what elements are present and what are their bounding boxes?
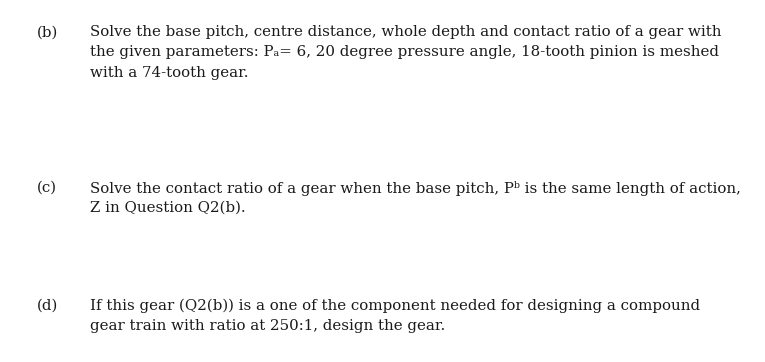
Text: gear train with ratio at 250:1, design the gear.: gear train with ratio at 250:1, design t… — [90, 319, 445, 333]
Text: the given parameters: Pₐ= 6, 20 degree pressure angle, 18-tooth pinion is meshed: the given parameters: Pₐ= 6, 20 degree p… — [90, 46, 719, 59]
Text: (d): (d) — [37, 299, 58, 313]
Text: Solve the base pitch, centre distance, whole depth and contact ratio of a gear w: Solve the base pitch, centre distance, w… — [90, 25, 721, 39]
Text: Z in Question Q2(b).: Z in Question Q2(b). — [90, 201, 246, 215]
Text: (c): (c) — [37, 181, 57, 195]
Text: with a 74-tooth gear.: with a 74-tooth gear. — [90, 66, 249, 80]
Text: (b): (b) — [37, 25, 58, 39]
Text: If this gear (Q2(b)) is a one of the component needed for designing a compound: If this gear (Q2(b)) is a one of the com… — [90, 299, 701, 313]
Text: Solve the contact ratio of a gear when the base pitch, Pᵇ is the same length of : Solve the contact ratio of a gear when t… — [90, 181, 741, 196]
